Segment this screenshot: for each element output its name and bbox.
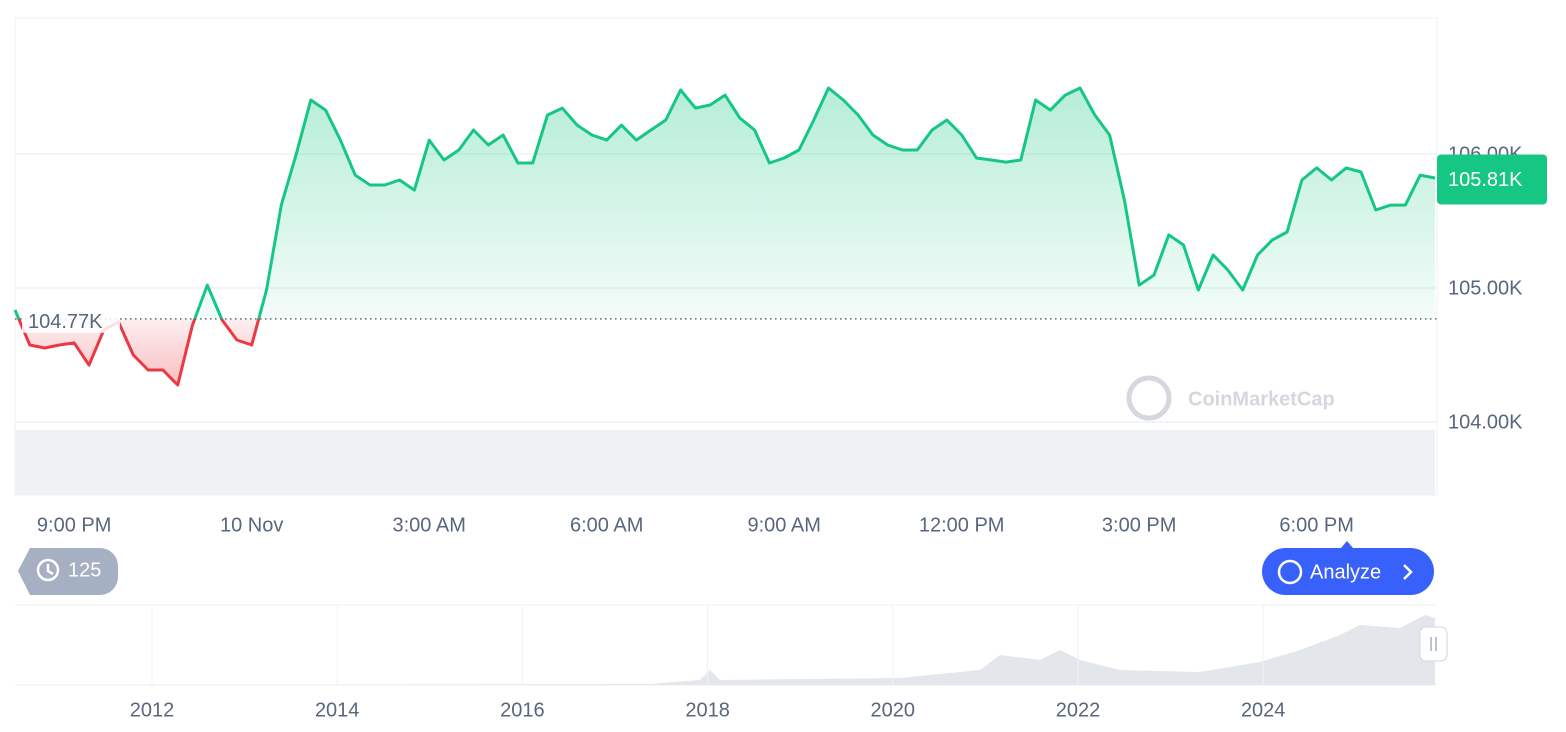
marks: 104.77K 105.81K	[13, 86, 1547, 387]
analyze-chevron	[1403, 564, 1413, 580]
watermark-text: CoinMarketCap	[1188, 388, 1335, 410]
navigator-area	[15, 615, 1435, 685]
x-tick-label: 12:00 PM	[919, 514, 1005, 536]
reference-label-bg	[22, 304, 120, 333]
area	[15, 88, 1435, 385]
current-price-label: 105.81K	[1448, 169, 1523, 191]
navigator-handle[interactable]	[1419, 626, 1448, 662]
navigator: 2012 2014 2016 2018 2020 2022 2024	[15, 604, 1448, 721]
analyze-button[interactable]: Analyze	[1262, 541, 1434, 595]
navigator-label: 2020	[871, 699, 916, 721]
history-count: 125	[68, 559, 101, 581]
analyze-icon	[1277, 559, 1303, 585]
history-icon-hands	[46, 564, 54, 576]
navigator-label: 2024	[1241, 699, 1286, 721]
watermark: CoinMarketCap	[1126, 375, 1335, 421]
navigator-label: 2016	[500, 699, 545, 721]
navigator-label: 2018	[685, 699, 730, 721]
x-tick-label: 9:00 AM	[747, 514, 820, 536]
x-tick-label: 3:00 PM	[1102, 514, 1176, 536]
x-tick-label: 6:00 PM	[1279, 514, 1353, 536]
analyze-pointer	[1341, 541, 1353, 548]
history-badge[interactable]: 125	[18, 548, 118, 595]
y-tick-label: 105.00K	[1448, 277, 1523, 299]
history-icon	[36, 558, 60, 582]
x-tick-label: 6:00 AM	[570, 514, 643, 536]
navigator-label: 2012	[130, 699, 175, 721]
navigator-label: 2014	[315, 699, 360, 721]
analyze-label[interactable]: Analyze	[1310, 561, 1381, 583]
x-tick-label: 3:00 AM	[392, 514, 465, 536]
watermark-logo	[1126, 375, 1172, 421]
price-line	[13, 86, 1436, 387]
reference-label: 104.77K	[28, 311, 103, 333]
history-badge-bg[interactable]	[18, 548, 118, 595]
navigator-label: 2022	[1056, 699, 1101, 721]
analyze-button-bg[interactable]	[1262, 548, 1434, 595]
volume-area	[15, 430, 1435, 495]
y-tick-label: 104.00K	[1448, 411, 1523, 433]
x-tick-label: 9:00 PM	[37, 514, 111, 536]
current-price-badge	[1437, 154, 1547, 205]
x-tick-label: 10 Nov	[220, 514, 283, 536]
